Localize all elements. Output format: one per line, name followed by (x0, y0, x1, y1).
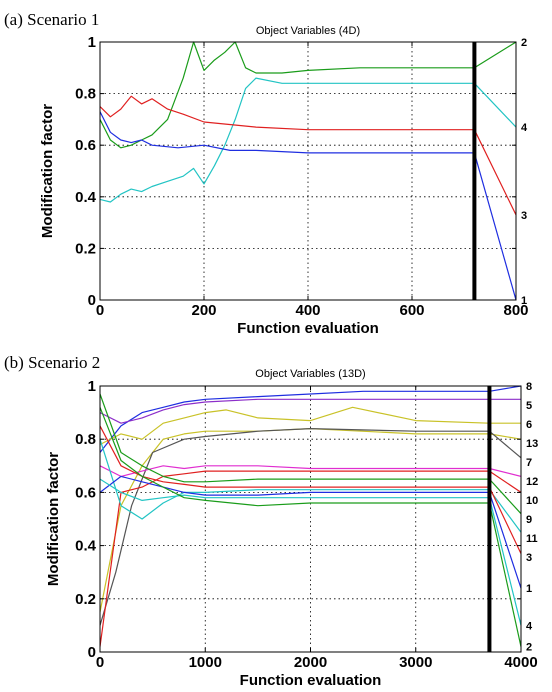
x-axis-label: Function evaluation (237, 320, 379, 337)
series-line-6 (100, 406, 521, 446)
series-line-1 (100, 475, 521, 589)
series-line-2 (100, 407, 521, 647)
series-end-label: 6 (526, 419, 532, 431)
chart-title: Object Variables (4D) (256, 25, 360, 37)
series-end-label: 1 (526, 583, 532, 595)
y-tick-label: 0.4 (75, 538, 97, 555)
series-line-3 (100, 425, 521, 554)
x-tick-label: 800 (503, 302, 528, 319)
series-end-label: 3 (521, 210, 527, 222)
y-tick-label: 0.8 (75, 86, 96, 103)
series-line-7 (100, 428, 521, 626)
series-group (100, 41, 516, 301)
series-end-label: 2 (521, 37, 527, 49)
series-line-5 (100, 398, 521, 424)
series-end-label: 8 (526, 381, 532, 393)
y-axis-label: Modification factor (45, 452, 62, 586)
y-tick-label: 0.4 (75, 189, 97, 206)
chart-scenario-1: (a) Scenario 1 Object Variables (4D) 0 200 4… (4, 10, 529, 337)
x-tick-label: 3000 (399, 654, 432, 671)
x-axis-label: Function evaluation (240, 672, 382, 689)
series-end-label: 13 (526, 438, 538, 450)
series-end-label: 1 (521, 295, 527, 307)
series-end-label: 12 (526, 476, 538, 488)
series-line-1 (100, 111, 516, 301)
series-line-4 (100, 478, 521, 626)
y-tick-label: 0.6 (75, 484, 96, 501)
series-line-9 (100, 393, 521, 515)
y-axis-label: Modification factor (39, 104, 56, 238)
grid (100, 386, 521, 652)
y-tick-label: 0 (88, 644, 96, 661)
y-tick-label: 1 (88, 378, 96, 395)
series-end-label: 11 (526, 533, 538, 545)
series-end-label: 4 (521, 122, 528, 134)
x-tick-label: 0 (96, 302, 104, 319)
series-end-label: 5 (526, 400, 532, 412)
x-tick-label: 2000 (294, 654, 327, 671)
chart-caption: (b) Scenario 2 (4, 353, 100, 372)
x-tick-label: 600 (399, 302, 424, 319)
series-line-2 (100, 41, 516, 149)
y-tick-label: 0.8 (75, 431, 96, 448)
x-tick-label: 1000 (189, 654, 222, 671)
y-tick-label: 0 (88, 292, 96, 309)
series-line-11 (100, 439, 521, 533)
x-tick-label: 400 (295, 302, 320, 319)
series-end-label: 2 (526, 642, 532, 654)
series-end-label: 10 (526, 495, 538, 507)
y-tick-label: 0.2 (75, 591, 96, 608)
series-line-13 (100, 428, 521, 613)
series-line-4 (100, 77, 516, 203)
series-line-8 (100, 385, 521, 453)
series-end-label: 9 (526, 514, 532, 526)
x-tick-label: 0 (96, 654, 104, 671)
series-end-label: 7 (526, 457, 532, 469)
chart-caption: (a) Scenario 1 (4, 10, 99, 29)
y-tick-label: 0.6 (75, 137, 96, 154)
x-tick-label: 200 (191, 302, 216, 319)
series-line-10 (100, 470, 521, 647)
plot-frame (99, 41, 517, 301)
x-tick-label: 4000 (504, 654, 537, 671)
y-tick-label: 1 (88, 34, 96, 51)
grid (100, 42, 516, 300)
series-end-label: 4 (526, 620, 533, 632)
series-line-3 (100, 95, 516, 216)
series-group (100, 385, 521, 647)
series-end-label: 3 (526, 552, 532, 564)
chart-title: Object Variables (13D) (255, 368, 365, 380)
y-tick-label: 0.2 (75, 240, 96, 257)
